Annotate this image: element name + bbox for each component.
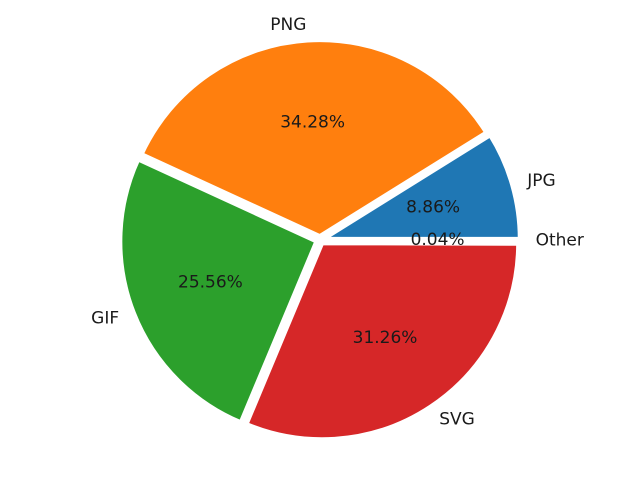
slice-percent-jpg: 8.86% [406, 198, 460, 218]
pie-slice-gif [118, 156, 319, 425]
slice-label-other: Other [536, 230, 584, 250]
pie-slice-svg [243, 241, 521, 442]
pie-slices [118, 38, 522, 442]
slice-label-svg: SVG [439, 410, 475, 430]
pie-labels: JPG 8.86% PNG 34.28% GIF 25.56% SVG 31.26% Other… [91, 15, 584, 430]
slice-label-jpg: JPG [526, 171, 555, 191]
slice-percent-png: 34.28% [280, 113, 345, 133]
slice-percent-svg: 31.26% [353, 328, 418, 348]
slice-label-png: PNG [270, 15, 306, 35]
slice-label-gif: GIF [91, 308, 119, 328]
slice-percent-gif: 25.56% [178, 273, 243, 293]
pie-slice-png [139, 38, 489, 239]
slice-percent-other: 0.04% [411, 230, 465, 250]
pie-slice-jpg [316, 132, 522, 241]
